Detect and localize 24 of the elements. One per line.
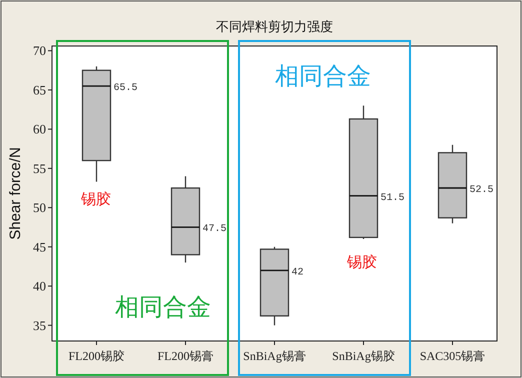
- annotation: 51.5: [380, 192, 405, 204]
- y-axis-title: Shear force/N: [7, 147, 24, 240]
- y-tick-label: 50: [33, 200, 46, 216]
- x-tick-label: SnBiAg锡胶: [332, 349, 395, 363]
- y-tick-label: 45: [33, 239, 46, 254]
- y-tick-label: 60: [33, 122, 46, 137]
- x-tick-label: SnBiAg锡膏: [243, 349, 306, 363]
- annotation: 52.5: [470, 185, 494, 196]
- annotation: 锡胶: [80, 191, 111, 208]
- annotation: 42: [292, 267, 304, 278]
- y-tick-label: 35: [33, 318, 46, 333]
- annotation: 锡胶: [346, 254, 377, 271]
- y-tick-label: 65: [33, 82, 46, 98]
- chart-title: 不同焊料剪切力强度: [216, 19, 333, 34]
- annotation: 47.5: [202, 224, 227, 236]
- y-tick-label: 40: [33, 278, 46, 294]
- x-tick-label: FL200锡膏: [157, 349, 214, 363]
- y-tick-label: 55: [33, 160, 46, 176]
- annotation: 相同合金: [275, 63, 371, 90]
- x-tick-label: SAC305锡膏: [420, 349, 486, 363]
- annotation: 相同合金: [115, 294, 211, 321]
- x-tick-label: FL200锡胶: [68, 349, 125, 363]
- annotation: 65.5: [114, 83, 138, 94]
- y-tick-label: 70: [33, 43, 46, 58]
